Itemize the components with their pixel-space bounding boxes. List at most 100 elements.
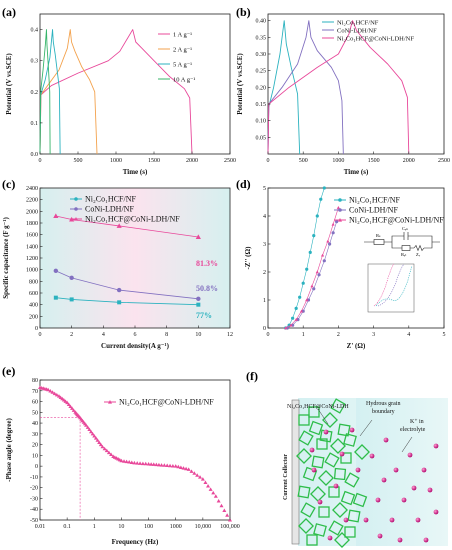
panel-e-point [170,463,175,468]
panel-a-chart: 0 500 1000 1500 2000 2500 0.0 0.1 0.2 0.3 0.4 1 A … [5,13,237,176]
material-grain [311,455,325,469]
circuit-rct-resistor [401,245,411,251]
panel-c-frame [39,187,231,329]
panel-a-ticks: 0 500 1000 1500 2000 2500 0.0 0.1 0.2 0.3 0.4 [31,28,237,164]
legend-label: 5 A g⁻¹ [173,61,192,68]
panel-c-point [195,234,201,239]
panel-e-point [132,460,137,465]
panel-d-plot [284,186,340,330]
k-ion [411,485,417,491]
panel-a-ytick-label: 0.3 [31,59,39,65]
panel-e-ytick-label: 10 [32,453,38,459]
k-ion [415,517,421,523]
legend-label: Ni₂Co₁HCF@CoNi-LDH/NF [349,215,444,224]
panel-e-ytick-label: -40 [30,507,38,513]
panel-e-ytick-label: 0 [35,464,38,470]
panel-f-schematic: Current Collector Ni₂Co₁HCF@CoNi-LDH Hyd… [283,398,448,548]
panel-a-xlabel: Time (s) [123,168,148,176]
panel-e-point [127,460,132,464]
circuit-rct-label: Rₑₜ [401,252,407,257]
panel-e-point [198,475,203,479]
panel-e-point [154,462,159,467]
panel-b-xtick-label: 1500 [368,158,380,164]
panel-e-point [208,487,213,491]
panel-d-xlabel: Z' (Ω) [347,342,366,350]
panel-d-chart: 0 1 2 3 4 5 0 1 2 3 4 5 Ni₂Co₁HCF/NFCoNi-LDH/NFNi₂C… [244,186,446,350]
panel-d-point [312,234,316,238]
panel-c-ytick-label: 2000 [26,209,38,215]
panel-e-point [156,462,161,467]
panel-e-xtick-label: 100 [144,524,153,530]
panel-d-ticks: 0 1 2 3 4 5 0 1 2 3 4 5 [263,186,446,338]
panel-e-point [90,431,95,436]
k-ion [349,427,355,433]
panel-e-point [122,459,127,463]
panel-e-chart: 0.01 0.1 1 10 100 1000 10,000 100,000-50-40-30-… [5,378,240,546]
panel-b-xlabel: Time (s) [344,168,369,176]
material-grain [344,472,360,488]
panel-c-ytick-label: 400 [29,303,38,309]
panel-d-point [289,323,293,327]
panel-c-point [69,275,74,281]
circuit-rs-resistor [373,239,385,245]
panel-b-xtick-label: 2000 [403,158,415,164]
panel-c-retention-ldh: 50.8% [196,284,218,293]
panel-e-ytick-label: 50 [32,410,38,416]
panel-c-point [53,213,59,218]
panel-d-point [331,222,335,226]
circuit-rs-label: Rₛ [376,233,381,238]
material-grain [332,502,348,518]
panel-c-point [116,287,122,293]
panel-e-plot [38,385,232,522]
panel-b-legend: Ni₂Co₁HCF/NFCoNi-LDH/NFNi₂Co₁HCF@CoNi-LD… [322,19,414,42]
panel-c-xtick-label: 12 [227,332,233,338]
material-grain [324,452,340,468]
k-ion [333,483,339,489]
material-grain [347,509,361,523]
panel-e-point [106,450,111,455]
panel-e-point [87,427,92,432]
material-grain [328,520,344,536]
panel-d-point [319,197,323,201]
panel-e-point [192,471,197,475]
panel-d-point [322,186,326,190]
panel-b-xtick-label: 2500 [438,158,450,164]
panel-d-point [294,306,298,310]
panel-d-point [298,295,302,299]
panel-c-xtick-label: 2 [70,332,73,338]
material-grain [318,506,330,518]
panel-e-point [89,429,94,434]
k-ion [343,517,349,523]
panel-c-ytick-label: 200 [29,314,38,320]
legend-label: Ni₂Co₁HCF@CoNi-LDH/NF [119,397,214,406]
circuit-cdl-label: Cₑₙ [402,226,408,231]
panel-e-point [109,452,114,457]
panel-d-xtick-label: 4 [407,332,410,338]
panel-e-point [84,423,89,427]
panel-a-xtick-label: 2000 [186,158,198,164]
panel-b-ytick-label: 0.40 [256,19,267,25]
k-ion [433,443,439,449]
panel-e-point [213,494,218,498]
panel-e-point [68,404,73,408]
k-ion [397,537,403,543]
panel-e-point [138,461,143,465]
material-grain [344,526,356,538]
panel-d-point [320,253,325,257]
panel-a-frame [39,13,231,155]
panel-e-point [216,499,221,503]
panel-d-point [328,242,332,246]
material-pointer [317,408,329,425]
panel-d-xtick-label: 2 [337,332,340,338]
panel-c-point [53,295,58,300]
k-ion [427,487,433,493]
panel-d-point [310,284,314,288]
panel-e-point [146,462,151,466]
legend-label: Ni₂Co₁HCF/NF [337,19,379,26]
circuit-warburg [413,244,425,252]
panel-e-point [124,459,129,464]
k-ion [311,467,317,473]
panel-d-xtick-label: 5 [443,332,446,338]
k-ion [317,499,323,505]
panel-d-point [305,267,309,271]
